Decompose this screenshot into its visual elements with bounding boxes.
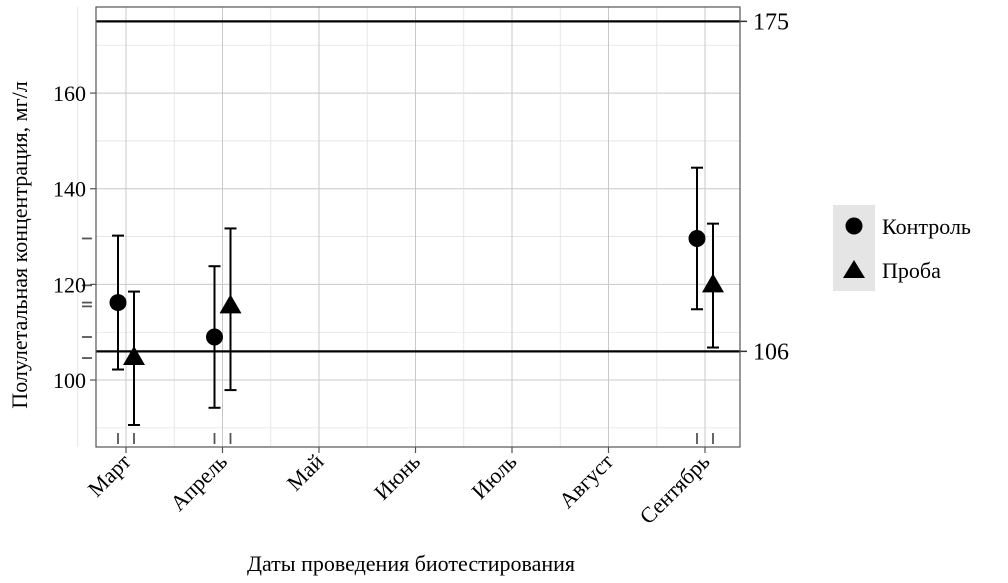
sample-point (702, 273, 724, 293)
y-tick-label: 120 (53, 272, 86, 297)
legend-label-control: Контроль (882, 214, 971, 239)
control-point (109, 294, 127, 312)
legend-triangle-icon (843, 260, 865, 278)
y-axis-title: Полулетальная концентрация, мг/л (7, 81, 32, 408)
x-tick-label: Сентябрь (635, 449, 715, 529)
sample-point (123, 346, 145, 366)
reference-label: 175 (753, 9, 789, 35)
legend-circle-icon (845, 217, 863, 235)
x-tick-label: Август (554, 449, 618, 513)
plot-background (96, 7, 740, 447)
data-points (109, 229, 724, 366)
x-tick-label: Май (282, 449, 329, 496)
control-point (688, 229, 706, 247)
control-point (206, 328, 223, 346)
x-tick-label: Июнь (369, 449, 425, 505)
legend-label-sample: Проба (882, 258, 941, 283)
y-tick-label: 140 (53, 177, 86, 202)
x-tick-label: Апрель (165, 449, 232, 516)
rug-marks (82, 237, 714, 444)
reference-lines: 175 106 (96, 9, 789, 365)
plot-frame (95, 6, 741, 448)
y-tick-label: 100 (53, 368, 86, 393)
x-tick-label: Июль (467, 449, 522, 504)
plot-panel (96, 7, 740, 447)
sample-point (219, 294, 242, 314)
y-tick-label: 160 (53, 81, 86, 106)
x-tick-label: Март (83, 449, 136, 502)
legend: Контроль Проба (833, 205, 971, 291)
reference-label: 106 (753, 339, 789, 365)
grid-lines (77, 7, 740, 447)
x-axis-title: Даты проведения биотестирования (247, 551, 575, 576)
